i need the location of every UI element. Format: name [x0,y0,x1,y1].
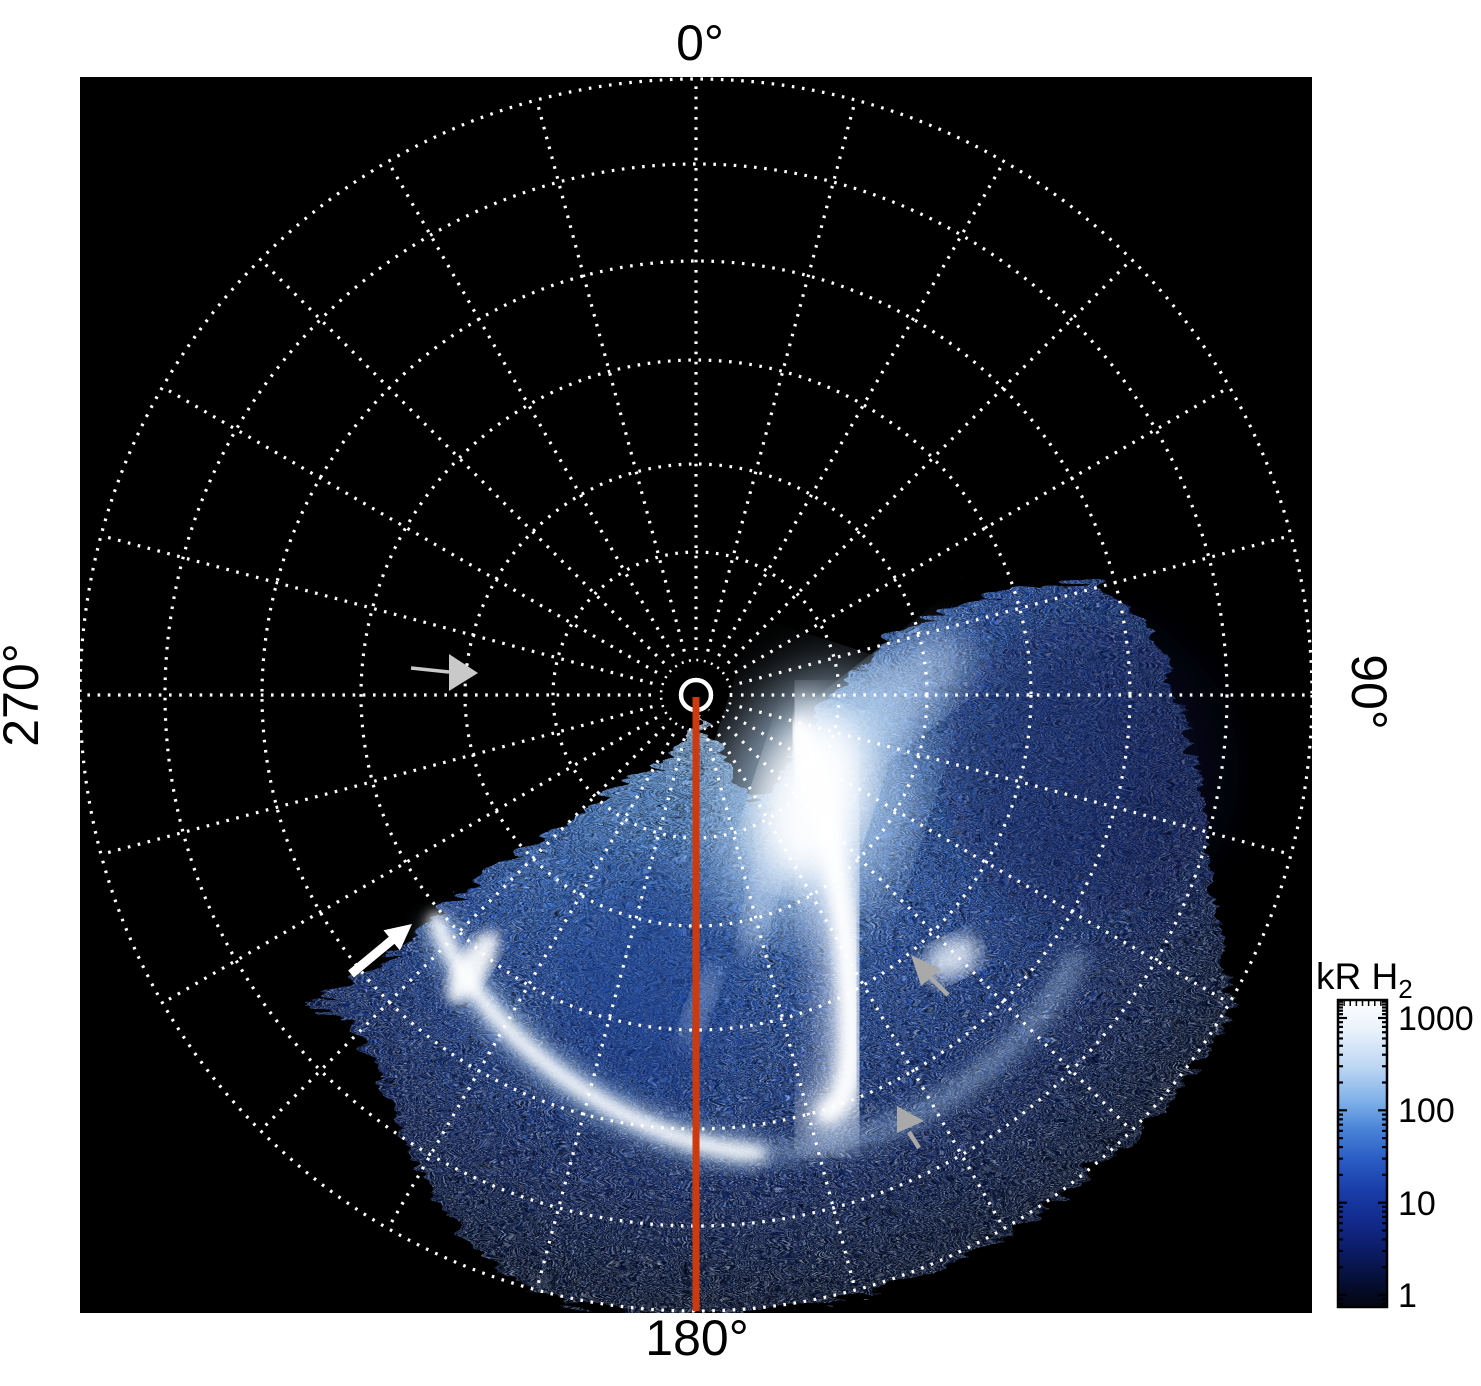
colorbar-tick-label-10: 10 [1398,1185,1436,1223]
colorbar-tick-label-100: 100 [1398,1092,1455,1130]
gray-arrow-up-left [911,955,950,997]
gray-arrow-right-upper [410,654,478,691]
colorbar: kR H2 1000 100 10 1 [1316,956,1474,1315]
gray-arrow-right-lower [897,1106,924,1150]
bright-blob [756,717,868,883]
colorbar-gradient [1336,998,1389,1309]
colorbar-title-subscript: 2 [1398,974,1412,1004]
colorbar-tick-label-1: 1 [1398,1277,1417,1315]
angle-label-180: 180° [645,1310,748,1366]
white-arrow [348,924,412,978]
angle-label-0: 0° [676,15,724,71]
angle-label-90: 90° [1341,654,1397,730]
annotation-arrows [348,654,950,1150]
grid-circle [359,358,1033,1032]
dark-patch [940,620,1220,920]
grid-circle [659,658,733,732]
colorbar-tick-label-1000: 1000 [1398,1000,1474,1038]
faint-streak [680,962,720,1048]
colorbar-title-main: kR H [1316,956,1398,997]
colorbar-title: kR H2 [1316,956,1413,1004]
colorbar-ticks [1337,1000,1388,1306]
arc-hotspot [446,930,500,1004]
faint-streak [742,851,778,959]
faint-oval-continuation [759,948,1086,1161]
grid-circle [163,162,1229,1228]
center-and-meridian [678,677,714,1311]
angle-label-270: 270° [0,643,49,746]
